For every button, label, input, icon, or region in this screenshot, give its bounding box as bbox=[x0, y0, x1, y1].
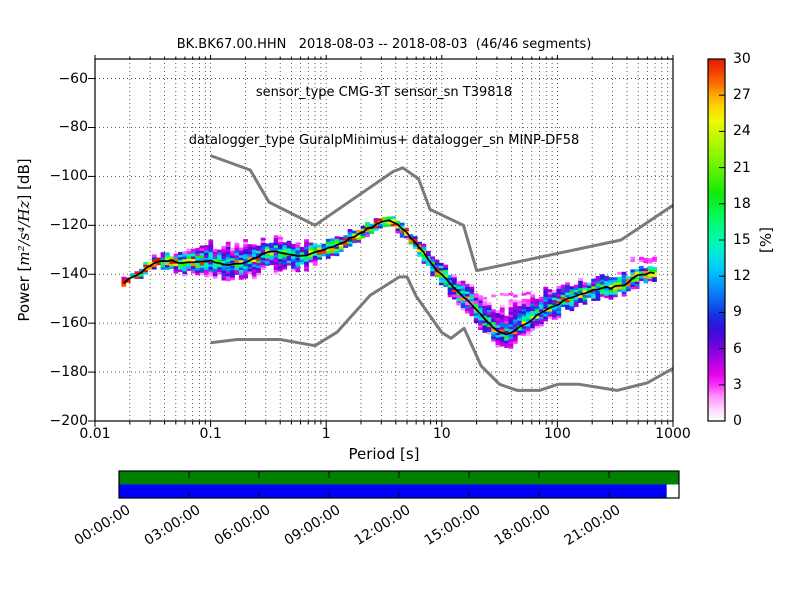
noise-model-lines bbox=[210, 154, 673, 392]
colorbar-tick-label: 3 bbox=[733, 376, 742, 393]
x-tick-label: 0.1 bbox=[199, 426, 222, 442]
colorbar-ticks bbox=[719, 94, 725, 386]
colorbar-tick-label: 6 bbox=[733, 340, 742, 357]
y-axis-label-suffix: ] [dB] bbox=[15, 158, 33, 201]
y-tick-label: −140 bbox=[49, 266, 88, 283]
y-axis-label-prefix: Power [ bbox=[15, 265, 33, 322]
colorbar-tick-label: 15 bbox=[733, 232, 751, 248]
y-tick-label: −100 bbox=[49, 168, 88, 185]
y-tick-label: −200 bbox=[49, 413, 88, 429]
y-axis-label-units: m²/s⁴/Hz bbox=[15, 200, 33, 266]
y-axis-label: Power [m²/s⁴/Hz] [dB] bbox=[15, 158, 33, 321]
y-tick-label: −180 bbox=[49, 364, 88, 381]
coverage-row-psd bbox=[119, 484, 667, 498]
plot-title-block: BK.BK67.00.HHN 2018-08-03 -- 2018-08-03 … bbox=[0, 5, 768, 181]
y-tick-label: −160 bbox=[49, 315, 88, 332]
y-tick-label: −60 bbox=[58, 70, 88, 87]
axes-frame bbox=[94, 58, 674, 422]
time-coverage-bar bbox=[118, 470, 680, 499]
plot-title-line1: BK.BK67.00.HHN 2018-08-03 -- 2018-08-03 … bbox=[176, 37, 592, 52]
colorbar-tick-label: 30 bbox=[733, 51, 751, 67]
nlnm-line bbox=[210, 275, 673, 392]
x-tick-label: 10 bbox=[432, 426, 451, 442]
x-tick-label: 1 bbox=[321, 426, 331, 442]
colorbar-tick-label: 21 bbox=[733, 159, 751, 176]
y-tick-label: −120 bbox=[49, 217, 88, 234]
colorbar-tick-label: 18 bbox=[733, 195, 751, 212]
y-tick-label: −80 bbox=[58, 119, 88, 136]
x-tick-label: 1000 bbox=[655, 426, 691, 442]
x-tick-label: 100 bbox=[544, 426, 571, 442]
psd-mode-line bbox=[123, 219, 655, 336]
colorbar-tick-label: 9 bbox=[733, 304, 742, 321]
colorbar-tick-label: 24 bbox=[733, 123, 751, 140]
x-axis-label: Period [s] bbox=[348, 445, 420, 463]
plot-title-line3: datalogger_type GuralpMinimus+ datalogge… bbox=[188, 133, 580, 148]
plot-title-line2: sensor_type CMG-3T sensor_sn T39818 bbox=[255, 85, 513, 100]
x-tick-label: 0.01 bbox=[79, 426, 111, 442]
colorbar-tick-label: 27 bbox=[733, 87, 751, 104]
colorbar-label: [%] bbox=[757, 227, 775, 253]
axes-ticks bbox=[88, 55, 674, 427]
nhnm-line bbox=[210, 154, 673, 273]
colorbar-tick-label: 12 bbox=[733, 268, 751, 285]
colorbar-tick-label: 0 bbox=[733, 413, 742, 429]
